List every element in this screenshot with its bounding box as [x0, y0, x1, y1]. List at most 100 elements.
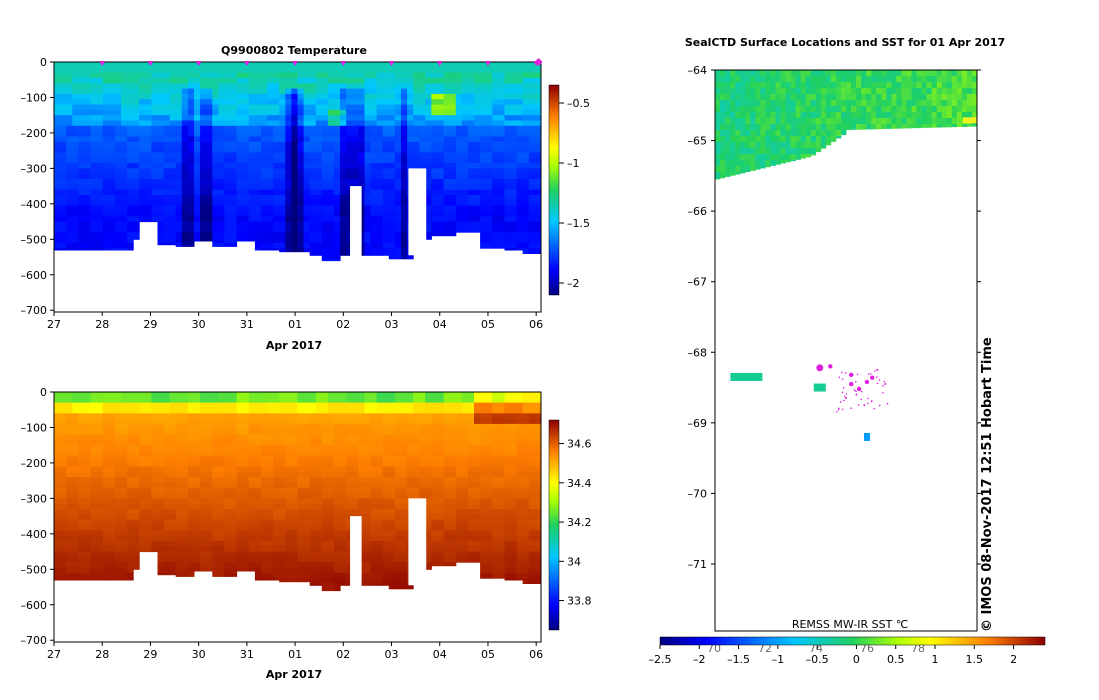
heatmap-cell — [60, 423, 67, 430]
heatmap-cell — [90, 125, 98, 132]
heatmap-cell — [248, 556, 256, 563]
heatmap-cell — [273, 189, 280, 196]
heatmap-cell — [303, 434, 311, 441]
heatmap-cell — [522, 173, 530, 180]
heatmap-cell — [327, 487, 335, 494]
heatmap-cell — [461, 152, 469, 159]
heatmap-cell — [285, 99, 292, 105]
heatmap-cell — [315, 221, 323, 228]
heatmap-cell — [315, 471, 323, 478]
heatmap-cell — [66, 439, 73, 446]
heatmap-cell — [346, 253, 353, 256]
heatmap-cell — [60, 205, 67, 212]
heatmap-cell — [273, 530, 280, 537]
heatmap-cell — [236, 535, 244, 542]
heatmap-cell — [480, 93, 487, 100]
heatmap-cell — [334, 567, 341, 574]
heatmap-cell — [401, 413, 408, 420]
heatmap-cell — [279, 168, 286, 175]
heatmap-cell — [242, 67, 250, 74]
heatmap-cell — [127, 248, 134, 251]
heatmap-cell — [516, 83, 524, 90]
heatmap-cell — [90, 152, 98, 159]
heatmap-cell — [376, 450, 384, 457]
heatmap-cell — [455, 78, 463, 84]
heatmap-cell — [382, 450, 390, 457]
heatmap-cell — [72, 423, 79, 430]
heatmap-cell — [407, 583, 414, 590]
heatmap-cell — [394, 200, 402, 207]
heatmap-cell — [273, 578, 280, 581]
heatmap-cell — [267, 509, 274, 515]
heatmap-cell — [327, 450, 335, 457]
heatmap-cell — [370, 429, 378, 435]
heatmap-cell — [114, 445, 122, 451]
heatmap-cell — [461, 99, 469, 105]
heatmap-cell — [309, 72, 317, 79]
heatmap-cell — [127, 168, 134, 175]
heatmap-cell — [327, 99, 335, 105]
heatmap-cell — [54, 450, 61, 457]
heatmap-cell — [212, 471, 219, 478]
heatmap-cell — [72, 205, 79, 212]
heatmap-cell — [401, 67, 408, 74]
heatmap-cell — [248, 195, 256, 201]
heatmap-cell — [382, 184, 390, 191]
heatmap-cell — [163, 237, 171, 244]
heatmap-cell — [382, 253, 390, 256]
heatmap-cell — [187, 168, 195, 175]
heatmap-cell — [187, 439, 195, 446]
heatmap-cell — [230, 556, 238, 563]
heatmap-cell — [358, 514, 365, 521]
heatmap-cell — [407, 408, 414, 414]
heatmap-cell — [145, 418, 152, 425]
heatmap-cell — [90, 434, 98, 441]
heatmap-cell — [498, 237, 505, 244]
heatmap-cell — [127, 562, 134, 568]
heatmap-cell — [242, 131, 250, 137]
heatmap-cell — [84, 525, 91, 531]
heatmap-cell — [516, 62, 524, 68]
heatmap-cell — [194, 232, 201, 238]
heatmap-cell — [84, 157, 91, 164]
heatmap-cell — [534, 232, 542, 238]
heatmap-cell — [364, 583, 372, 586]
heatmap-cell — [321, 120, 329, 127]
heatmap-cell — [267, 519, 274, 526]
heatmap-cell — [334, 509, 341, 515]
heatmap-cell — [279, 519, 286, 526]
heatmap-cell — [352, 72, 359, 79]
heatmap-cell — [230, 131, 238, 137]
heatmap-cell — [102, 567, 110, 574]
heatmap-cell — [121, 221, 128, 228]
heatmap-cell — [376, 120, 384, 127]
heatmap-cell — [224, 434, 231, 441]
heatmap-cell — [108, 402, 116, 409]
heatmap-cell — [212, 423, 219, 430]
heatmap-cell — [206, 525, 213, 531]
heatmap-cell — [187, 109, 195, 116]
heatmap-cell — [382, 423, 390, 430]
heatmap-cell — [54, 397, 61, 404]
heatmap-cell — [315, 540, 323, 547]
heatmap-cell — [127, 408, 134, 414]
heatmap-cell — [358, 83, 365, 90]
heatmap-cell — [413, 88, 420, 95]
heatmap-cell — [267, 397, 274, 404]
heatmap-cell — [315, 514, 323, 521]
heatmap-cell — [96, 434, 104, 441]
heatmap-cell — [163, 78, 171, 84]
heatmap-cell — [394, 210, 402, 217]
heatmap-cell — [498, 115, 505, 121]
heatmap-cell — [218, 402, 225, 409]
heatmap-cell — [236, 413, 244, 420]
heatmap-cell — [388, 195, 396, 201]
heatmap-cell — [169, 509, 177, 515]
heatmap-cell — [437, 189, 445, 196]
heatmap-cell — [352, 179, 359, 185]
heatmap-cell — [273, 525, 280, 531]
heatmap-cell — [66, 232, 73, 238]
heatmap-cell — [394, 173, 402, 180]
heatmap-cell — [474, 147, 481, 153]
heatmap-cell — [321, 556, 329, 563]
